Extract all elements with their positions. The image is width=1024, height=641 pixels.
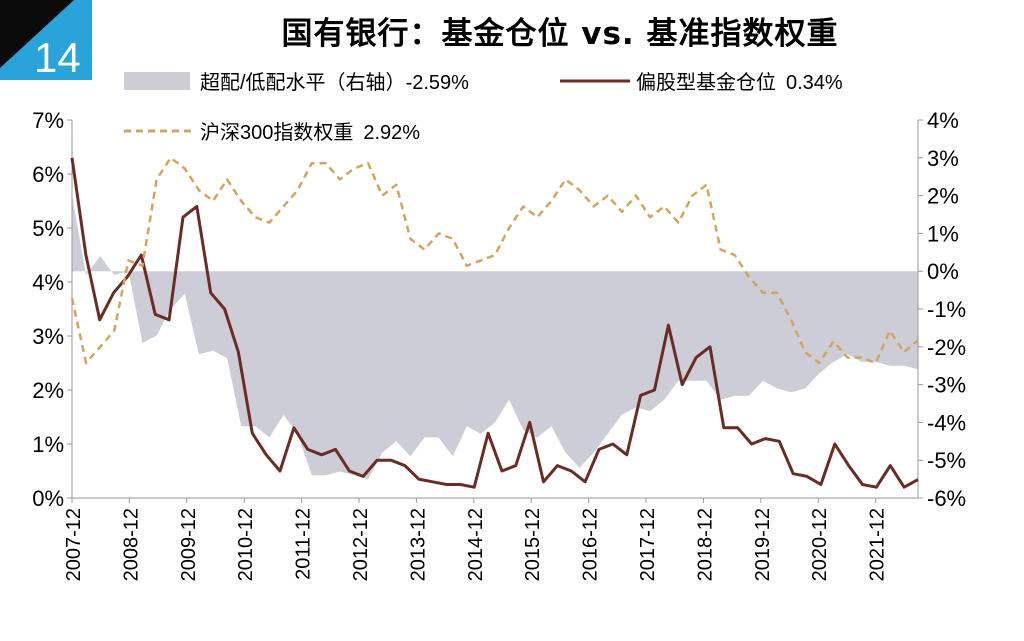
x-tick-label: 2015-12 [522,508,544,581]
right-tick-label: 2% [927,184,959,209]
x-tick-label: 2007-12 [63,508,85,581]
badge-number: 14 [34,34,81,80]
left-tick-label: 5% [32,216,64,241]
right-tick-label: -5% [927,448,966,473]
legend: 超配/低配水平（右轴）-2.59% 偏股型基金仓位 0.34% 沪深300指数权重… [124,71,843,144]
left-tick-label: 1% [32,432,64,457]
left-tick-label: 6% [32,162,64,187]
left-tick-label: 3% [32,324,64,349]
x-tick-label: 2008-12 [120,508,142,581]
left-tick-label: 4% [32,270,64,295]
section-number-badge: 14 [0,0,92,80]
x-tick-label: 2012-12 [350,508,372,581]
series-line-fund-position [70,157,919,489]
left-tick-label: 2% [32,378,64,403]
x-tick-label: 2016-12 [580,508,602,581]
x-tick-label: 2011-12 [293,508,315,580]
x-tick-label: 2018-12 [694,508,716,581]
x-tick-label: 2019-12 [752,508,774,581]
chart-title: 国有银行：基金仓位 vs. 基准指数权重 [281,16,839,52]
series-line-index-weight [70,156,919,365]
x-tick-label: 2021-12 [867,508,889,581]
right-tick-label: 1% [927,221,959,246]
x-tick-label: 2020-12 [809,508,831,581]
right-tick-label: -3% [927,373,966,398]
right-tick-label: -6% [927,486,966,511]
legend-label-fund: 偏股型基金仓位 0.34% [636,71,843,94]
badge-corner [0,0,74,68]
area-overweight-underweight [72,195,918,480]
x-tick-label: 2010-12 [235,508,257,581]
legend-label-area: 超配/低配水平（右轴）-2.59% [200,71,469,94]
legend-swatch-area [124,72,190,90]
right-tick-label: -4% [927,410,966,435]
left-tick-label: 0% [32,486,64,511]
left-tick-label: 7% [32,108,64,133]
right-tick-label: 4% [927,108,959,133]
x-tick-label: 2013-12 [407,508,429,581]
x-tick-label: 2009-12 [178,508,200,581]
x-tick-label: 2017-12 [637,508,659,581]
right-tick-label: 3% [927,146,959,171]
plot-area: 0% 1% 2% 3% 4% 5% 6% 7% -6% -5% -4% -3% -2% -1% 0% 1% 2%… [32,108,966,581]
right-tick-label: -1% [927,297,966,322]
x-tick-label: 2014-12 [465,508,487,581]
legend-label-index: 沪深300指数权重 2.92% [200,121,420,144]
right-tick-label: -2% [927,335,966,360]
right-tick-label: 0% [927,259,959,284]
